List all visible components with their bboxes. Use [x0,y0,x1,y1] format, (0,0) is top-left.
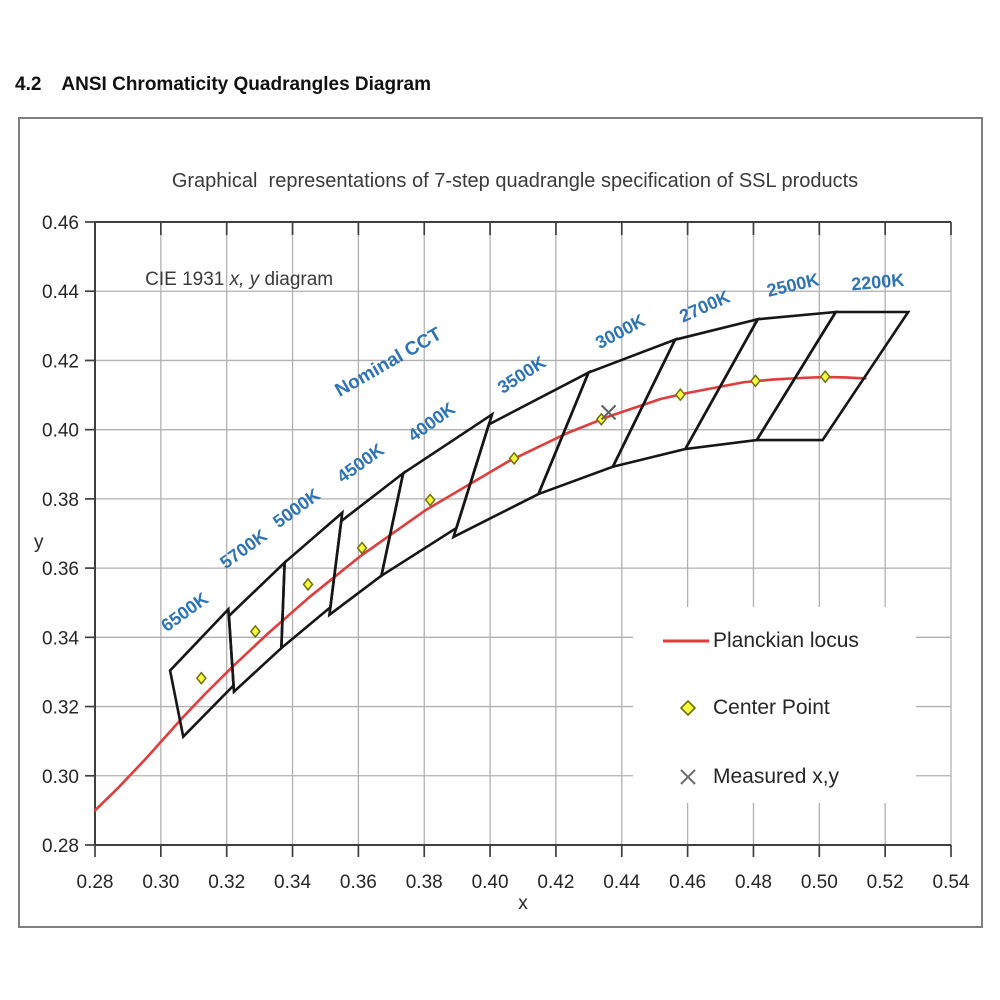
x-tick-label: 0.48 [735,872,772,893]
cct-quadrangles [168,310,911,740]
cct-label-5000k: 5000K [269,485,324,532]
legend-label-center-point: Center Point [713,696,830,719]
cct-label-5700k: 5700K [216,525,271,572]
tick-labels: 0.28 0.30 0.32 0.34 0.36 0.38 0.40 0.42 0.44 0.46… [34,213,970,914]
x-tick-label: 0.34 [274,872,311,893]
measured-xy-marker [600,404,617,421]
legend-item-planckian-locus: Planckian locus [633,625,859,657]
y-axis-title: y [34,532,44,553]
cie-annotation-xy: x, y [229,269,260,290]
planckian-locus-legend-icon [663,639,709,643]
center-points [195,370,831,685]
center-point-marker-6500k [195,671,207,685]
legend: Planckian locus Center Point Measured x,… [633,607,916,803]
nominal-cct-label: Nominal CCT [332,323,446,401]
y-tick-label: 0.32 [42,698,79,719]
measured-xy-legend-icon [680,769,696,785]
y-tick-label: 0.34 [42,628,79,649]
center-point-marker-2200k [819,370,831,384]
section-heading: 4.2 ANSI Chromaticity Quadrangles Diagram [15,74,431,96]
axes [85,221,952,857]
y-tick-label: 0.30 [42,767,79,788]
x-tick-label: 0.54 [933,872,970,893]
x-tick-label: 0.44 [603,872,640,893]
legend-label-planckian-locus: Planckian locus [713,629,859,652]
chart-title: Graphical representations of 7-step quad… [171,170,859,192]
section-number: 4.2 [15,74,42,95]
section-title: ANSI Chromaticity Quadrangles Diagram [61,74,431,95]
y-tick-label: 0.28 [42,836,79,857]
legend-label-measured-xy: Measured x,y [713,765,840,788]
cct-label-4000k: 4000K [404,398,459,445]
x-axis-title: x [518,893,528,914]
legend-item-center-point: Center Point [633,692,830,724]
quadrangle-4000k [379,411,495,579]
measured-points [600,404,617,421]
x-tick-label: 0.36 [340,872,377,893]
y-tick-label: 0.46 [42,213,79,234]
x-tick-label: 0.52 [867,872,904,893]
cie-annotation-suffix: diagram [259,269,334,290]
center-point-marker-4000k [424,493,436,507]
center-point-marker-2500k [749,374,761,388]
cct-label-3500k: 3500K [494,352,549,398]
x-tick-label: 0.38 [406,872,443,893]
x-tick-label: 0.42 [537,872,574,893]
center-point-marker-3500k [508,451,520,466]
cct-label-3000k: 3000K [592,310,648,353]
y-tick-label: 0.42 [42,351,79,372]
quadrangle-4500k [327,470,406,618]
cie-1931-annotation: CIE 1931 x, y diagram [124,247,333,313]
y-tick-label: 0.40 [42,421,79,442]
x-tick-label: 0.30 [142,872,179,893]
x-tick-label: 0.46 [669,872,706,893]
center-point-marker-4500k [356,541,368,555]
x-tick-label: 0.50 [801,872,838,893]
cie-annotation-prefix: CIE 1931 [145,269,230,290]
center-point-legend-icon [679,700,697,716]
x-tick-label: 0.40 [472,872,509,893]
quadrangle-2200k [754,310,911,442]
cct-label-4500k: 4500K [333,440,388,487]
cct-label-2200k: 2200K [850,270,905,295]
cct-label-2500k: 2500K [765,269,821,300]
cct-label-2700k: 2700K [676,287,733,327]
legend-item-measured-xy: Measured x,y [633,761,839,793]
y-tick-label: 0.36 [42,559,79,580]
center-point-marker-2700k [674,388,686,402]
y-tick-label: 0.38 [42,490,79,511]
center-point-marker-5000k [302,577,314,592]
x-tick-label: 0.28 [77,872,114,893]
x-tick-label: 0.32 [208,872,245,893]
cct-label-6500k: 6500K [157,588,212,635]
center-point-marker-5700k [249,624,261,639]
y-tick-label: 0.44 [42,282,79,303]
